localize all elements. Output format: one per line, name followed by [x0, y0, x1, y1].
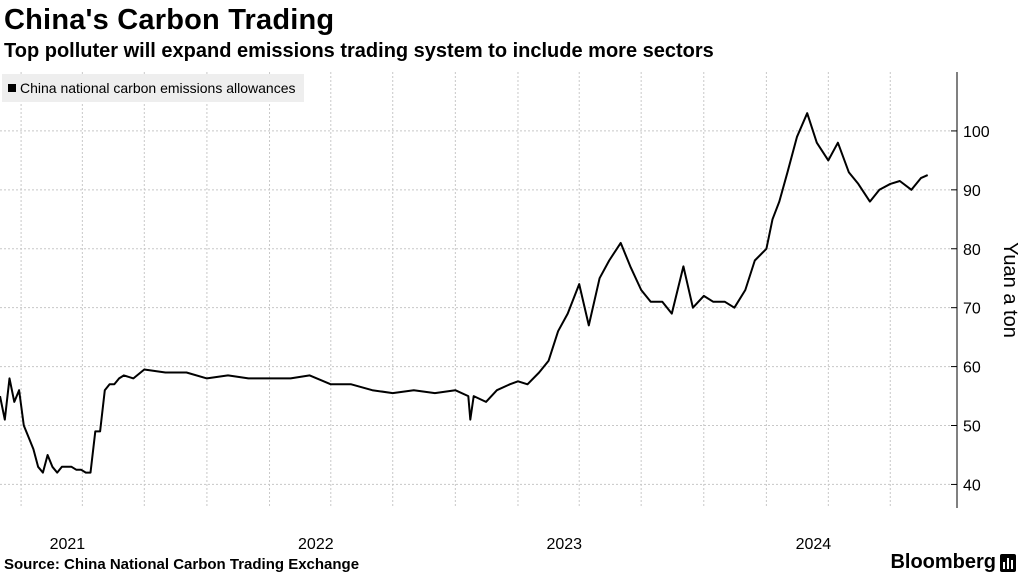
y-axis-ticks: 40 50 60 70 80 90 100: [951, 124, 990, 494]
brand-name: Bloomberg: [890, 551, 996, 573]
bloomberg-glyph-icon: [1000, 553, 1016, 572]
y-tick-label: 100: [963, 124, 990, 141]
y-tick-label: 50: [963, 419, 981, 436]
series-line: [0, 112, 929, 474]
y-tick-label: 70: [963, 301, 981, 318]
x-tick-label: 2022: [298, 536, 334, 553]
chart-subtitle: Top polluter will expand emissions tradi…: [4, 40, 714, 62]
y-tick-label: 80: [963, 242, 981, 259]
gridlines: [0, 72, 950, 508]
chart-title: China's Carbon Trading: [4, 4, 335, 36]
bloomberg-logo: Bloomberg: [890, 551, 1016, 574]
x-tick-label: 2023: [546, 536, 582, 553]
source-note: Source: China National Carbon Trading Ex…: [4, 556, 360, 573]
legend-swatch: [8, 84, 16, 92]
y-tick-label: 60: [963, 360, 981, 377]
x-tick-label: 2021: [50, 536, 86, 553]
y-axis-label: Yuan a ton: [999, 242, 1021, 338]
legend-label: China national carbon emissions allowanc…: [20, 80, 296, 96]
y-tick-label: 40: [963, 477, 981, 494]
x-tick-label: 2024: [796, 536, 832, 553]
x-axis-labels: 2021 2022 2023 2024: [50, 536, 832, 553]
legend: China national carbon emissions allowanc…: [2, 74, 304, 102]
y-tick-label: 90: [963, 183, 981, 200]
